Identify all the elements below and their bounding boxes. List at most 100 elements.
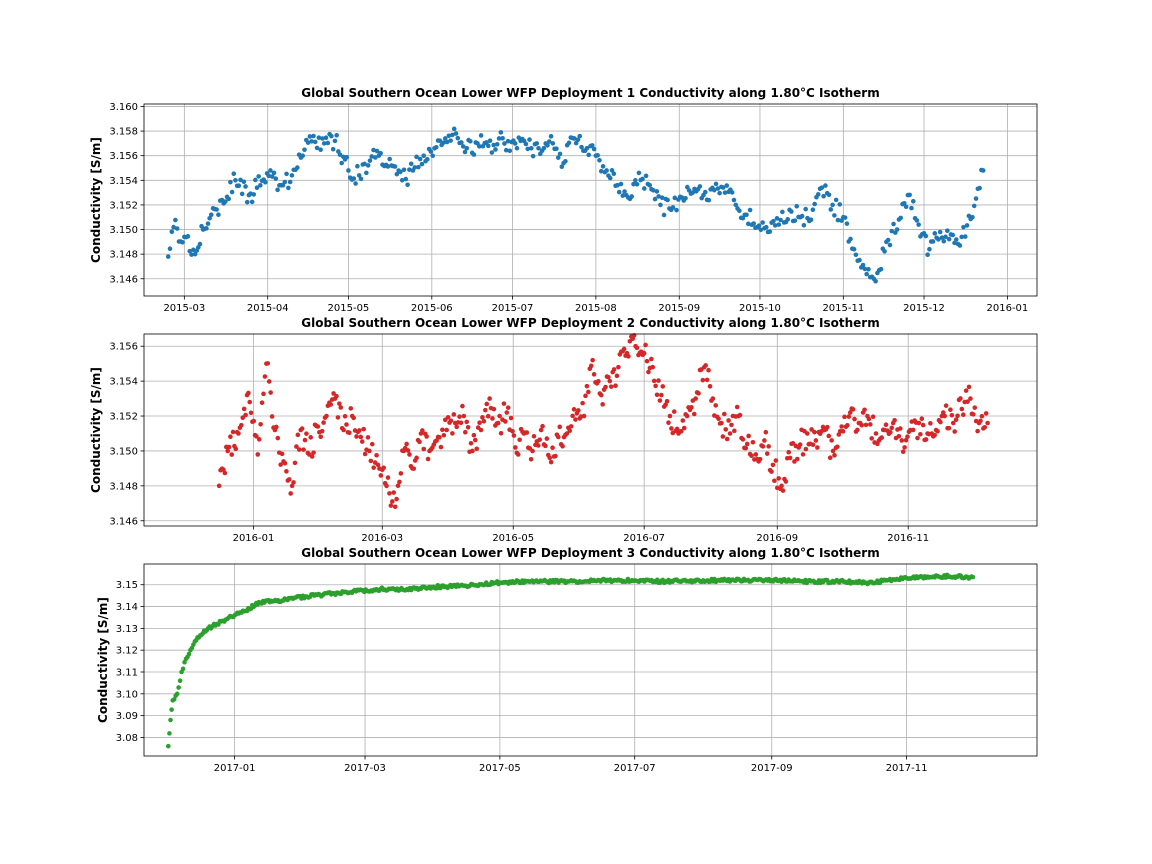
data-point xyxy=(751,221,756,226)
data-point xyxy=(760,220,765,225)
x-tick-label: 2017-07 xyxy=(614,763,656,774)
data-point xyxy=(543,443,548,449)
data-point xyxy=(371,147,376,153)
axes-frame xyxy=(143,333,1038,527)
data-point xyxy=(729,422,734,428)
data-point xyxy=(882,249,887,254)
data-point xyxy=(584,383,590,389)
data-point xyxy=(572,136,577,141)
data-point xyxy=(557,151,563,157)
data-point xyxy=(658,202,663,208)
data-point xyxy=(258,421,263,427)
data-point xyxy=(970,214,975,220)
data-point xyxy=(510,428,515,434)
data-point xyxy=(284,469,289,474)
data-point xyxy=(609,168,615,173)
data-point xyxy=(888,429,893,435)
data-point xyxy=(579,144,584,150)
data-point xyxy=(564,431,570,436)
data-point xyxy=(586,389,591,395)
data-point xyxy=(850,407,856,412)
data-point xyxy=(715,186,721,191)
data-point xyxy=(471,432,477,438)
data-point xyxy=(792,218,798,223)
data-point xyxy=(228,179,233,185)
data-point xyxy=(773,458,779,463)
data-point xyxy=(438,444,444,450)
data-point xyxy=(321,141,327,146)
data-point xyxy=(724,436,730,442)
data-point xyxy=(169,707,174,712)
data-point xyxy=(789,209,794,214)
data-point xyxy=(497,413,502,419)
data-point xyxy=(389,499,395,504)
data-point xyxy=(900,449,906,454)
data-point xyxy=(923,233,929,239)
data-point xyxy=(615,182,620,188)
data-point xyxy=(697,184,703,189)
data-point xyxy=(797,442,803,447)
data-point xyxy=(654,392,660,398)
data-point xyxy=(451,412,457,417)
data-point xyxy=(474,446,480,452)
data-point xyxy=(586,152,592,158)
data-point xyxy=(222,470,228,476)
data-point xyxy=(292,460,298,466)
data-point xyxy=(446,133,452,139)
data-point xyxy=(866,416,872,422)
data-point xyxy=(983,411,989,416)
data-point xyxy=(287,179,293,185)
data-point xyxy=(344,154,350,160)
data-point xyxy=(785,217,791,222)
data-point xyxy=(957,243,963,248)
y-tick-label: 3.10 xyxy=(116,689,138,700)
data-point xyxy=(243,184,248,189)
data-points xyxy=(165,126,986,284)
data-point xyxy=(787,455,793,461)
data-point xyxy=(597,157,602,163)
data-point xyxy=(460,144,466,149)
data-point xyxy=(899,438,905,443)
data-point xyxy=(950,420,956,426)
data-point xyxy=(979,413,985,419)
data-point xyxy=(166,743,171,749)
data-point xyxy=(960,412,966,418)
data-point xyxy=(614,373,620,379)
data-point xyxy=(660,384,666,389)
x-tick-label: 2017-05 xyxy=(479,763,521,774)
data-point xyxy=(254,434,259,439)
data-point xyxy=(732,428,737,434)
data-point xyxy=(910,198,916,204)
data-point xyxy=(982,425,988,430)
data-point xyxy=(943,234,948,240)
data-point xyxy=(434,438,439,443)
data-point xyxy=(286,185,291,191)
data-point xyxy=(722,190,728,195)
data-point xyxy=(750,439,756,445)
data-point xyxy=(507,148,513,154)
data-point xyxy=(462,429,468,435)
data-point xyxy=(269,174,275,179)
x-tick-label: 2015-03 xyxy=(163,303,205,314)
data-point xyxy=(812,429,817,435)
data-point xyxy=(420,428,425,433)
data-point xyxy=(311,133,316,139)
data-point xyxy=(314,145,320,151)
y-tick-label: 3.154 xyxy=(109,176,138,187)
data-point xyxy=(335,415,341,420)
x-tick-label: 2015-05 xyxy=(328,303,370,314)
x-tick-label: 2015-10 xyxy=(739,303,781,314)
data-point xyxy=(641,350,647,356)
data-point xyxy=(713,403,719,408)
y-tick-label: 3.158 xyxy=(109,127,138,138)
data-point xyxy=(282,179,288,185)
data-point xyxy=(719,420,724,426)
data-point xyxy=(553,453,558,459)
data-point xyxy=(471,152,477,157)
data-point xyxy=(503,147,509,153)
data-point xyxy=(823,183,828,188)
data-point xyxy=(548,459,554,465)
data-point xyxy=(883,422,889,428)
data-point xyxy=(560,443,565,449)
data-point xyxy=(702,189,708,195)
